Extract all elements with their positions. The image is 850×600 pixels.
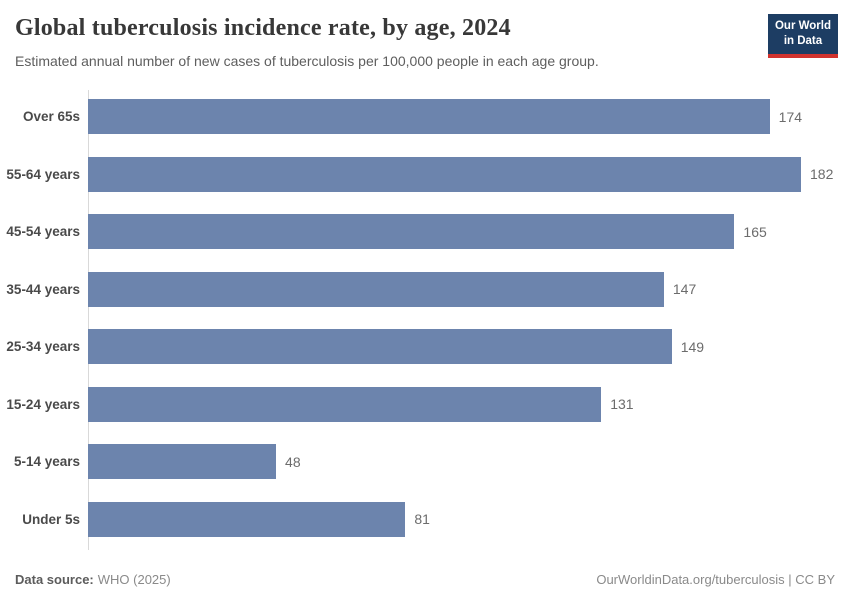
owid-logo: Our World in Data (767, 14, 838, 58)
bar-track: 48 (88, 433, 835, 491)
bar-track: 131 (88, 376, 835, 434)
category-label: 5-14 years (13, 454, 80, 470)
value-label: 48 (285, 453, 301, 470)
chart-row: Over 65s 174 (0, 88, 835, 146)
owid-logo-line1: Our World (774, 20, 831, 32)
value-label: 174 (778, 108, 803, 125)
data-source: Data source: WHO (2025) (15, 572, 171, 587)
chart-footer: Data source: WHO (2025) OurWorldinData.or… (15, 572, 835, 587)
value-label: 182 (810, 166, 834, 183)
chart-rows: Over 65s 174 55-64 years 182 45-54 years 165 3… (0, 88, 835, 550)
chart-row: 5-14 years 48 (0, 433, 835, 491)
chart-row: 25-34 years 149 (0, 318, 835, 376)
chart-row: 35-44 years 147 (0, 261, 835, 319)
bar-track: 149 (88, 318, 835, 376)
bar[interactable] (88, 99, 770, 135)
category-label: Under 5s (22, 511, 80, 527)
bar-track: 182 (88, 146, 835, 204)
bar[interactable] (88, 501, 406, 537)
chart-row: 55-64 years 182 (0, 146, 835, 204)
data-source-value: WHO (2025) (97, 572, 171, 587)
bar-track: 174 (88, 88, 835, 146)
value-label: 149 (680, 338, 705, 355)
chart-title: Global tuberculosis incidence rate, by a… (15, 15, 511, 41)
category-label: 35-44 years (6, 281, 80, 297)
chart-row: 45-54 years 165 (0, 203, 835, 261)
bar[interactable] (88, 329, 672, 365)
bar-track: 147 (88, 261, 835, 319)
data-source-label: Data source: (15, 572, 94, 587)
bar[interactable] (88, 214, 735, 250)
category-label: 15-24 years (6, 396, 80, 412)
category-label: 45-54 years (6, 224, 80, 240)
value-label: 81 (414, 511, 430, 528)
chart-row: 15-24 years 131 (0, 376, 835, 434)
value-label: 165 (743, 223, 767, 240)
bar-track: 81 (88, 491, 835, 549)
bar[interactable] (88, 386, 602, 422)
value-label: 147 (672, 281, 697, 298)
value-label: 131 (610, 396, 634, 413)
bar[interactable] (88, 156, 801, 192)
owid-logo-line2: in Data (783, 34, 823, 47)
attribution: OurWorldinData.org/tuberculosis | CC BY (596, 572, 835, 587)
chart-row: Under 5s 81 (0, 491, 835, 549)
y-axis-line (88, 90, 89, 550)
bar-track: 165 (88, 203, 835, 261)
bar[interactable] (88, 271, 664, 307)
chart-header: Global tuberculosis incidence rate, by a… (15, 14, 755, 70)
category-label: Over 65s (22, 109, 80, 125)
chart-area: Over 65s 174 55-64 years 182 45-54 years 165 3… (0, 88, 835, 550)
category-label: 25-34 years (6, 339, 80, 355)
bar[interactable] (88, 444, 277, 480)
category-label: 55-64 years (6, 166, 80, 182)
chart-subtitle: Estimated annual number of new cases of … (15, 52, 599, 69)
